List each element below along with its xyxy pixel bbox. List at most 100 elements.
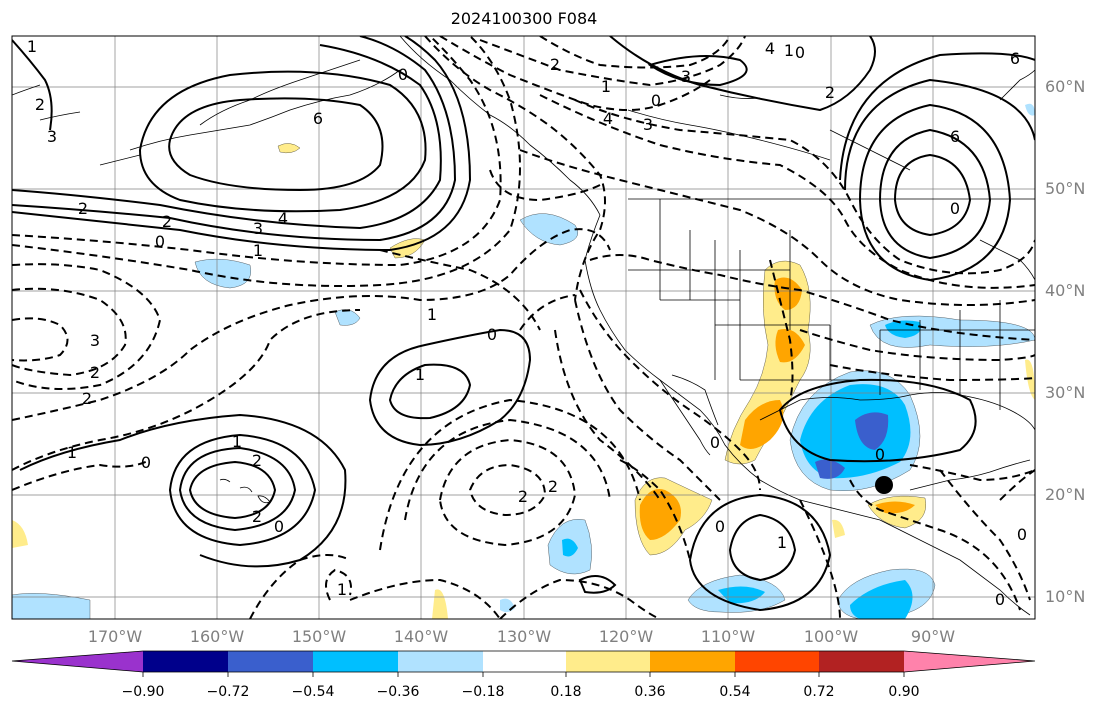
colorbar <box>11 650 1036 677</box>
lon-label: 110°W <box>700 627 756 646</box>
contours-dashed <box>12 36 1035 619</box>
colorbar-segment <box>483 651 566 672</box>
contour-label: 4 <box>765 39 775 58</box>
shade-lightblue-9 <box>12 593 91 619</box>
contour-label: 0 <box>795 43 805 62</box>
contour-label: 3 <box>253 219 263 238</box>
colorbar-label: 0.54 <box>719 684 751 700</box>
contour-label: 0 <box>651 91 661 110</box>
lat-label: 30°N <box>1045 383 1086 402</box>
colorbar-label: −0.54 <box>291 684 335 700</box>
contour-label: 0 <box>1017 525 1027 544</box>
contour-label: 6 <box>950 127 960 146</box>
contour-label: 0 <box>487 325 497 344</box>
contour-label: 2 <box>548 477 558 496</box>
colorbar-label: −0.36 <box>376 684 420 700</box>
map-frame <box>11 35 1036 620</box>
contour-label: 6 <box>1010 49 1020 68</box>
shade-yellow-8 <box>832 519 845 538</box>
contour-label: 3 <box>681 67 691 86</box>
shade-orange-3c <box>740 400 784 449</box>
contour-label: 2 <box>252 507 262 526</box>
shade-blue-8 <box>850 580 913 619</box>
contour-label: 0 <box>141 453 151 472</box>
contour-label: 0 <box>710 433 720 452</box>
contour-label: 6 <box>313 109 323 128</box>
colorbar-label: 0.90 <box>888 684 920 700</box>
contours-solid <box>12 36 1035 612</box>
contour-label: 0 <box>875 445 885 464</box>
colorbar-segment <box>650 651 735 672</box>
contour-label: 0 <box>398 65 408 84</box>
colorbar-label: −0.72 <box>206 684 250 700</box>
contour-label: 2 <box>90 363 100 382</box>
colorbar-extend-right <box>904 651 1035 672</box>
contour-label: 1 <box>27 37 37 56</box>
shade-darkblue-5a <box>855 412 889 450</box>
lon-label: 150°W <box>291 627 347 646</box>
shade-yellow-1 <box>277 143 301 154</box>
contour-label: 1 <box>777 533 787 552</box>
contour-label: 0 <box>155 232 165 251</box>
contour-label: 1 <box>67 443 77 462</box>
contour-label: 1 <box>232 432 242 451</box>
colorbar-label: 0.36 <box>634 684 666 700</box>
lon-label: 160°W <box>189 627 245 646</box>
colorbar-segment <box>735 651 819 672</box>
contour-label: 2 <box>550 55 560 74</box>
contour-label: 1 <box>337 580 347 599</box>
lon-label: 100°W <box>803 627 859 646</box>
contour-label: 1 <box>784 41 794 60</box>
contour-label: 2 <box>825 83 835 102</box>
shade-orange-3b <box>775 329 805 363</box>
contour-label: 1 <box>427 305 437 324</box>
shade-lightblue-11 <box>1025 103 1035 116</box>
contour-label: 2 <box>252 451 262 470</box>
contour-label: 1 <box>415 365 425 384</box>
lon-label: 130°W <box>496 627 552 646</box>
contour-label: 2 <box>82 389 92 408</box>
lon-label: 120°W <box>598 627 654 646</box>
colorbar-segment <box>228 651 313 672</box>
colorbar-segment <box>566 651 650 672</box>
map-title: 2024100300 F084 <box>450 9 598 28</box>
colorbar-segment <box>313 651 398 672</box>
lon-label: 90°W <box>910 627 956 646</box>
contour-label: 3 <box>643 115 653 134</box>
colorbar-label: −0.90 <box>121 684 165 700</box>
shade-lightblue-2 <box>519 213 578 246</box>
lat-label: 20°N <box>1045 485 1086 504</box>
shade-blue-5 <box>800 384 911 479</box>
contour-label: 3 <box>47 127 57 146</box>
contour-label: 2 <box>78 199 88 218</box>
colorbar-label: 0.72 <box>803 684 835 700</box>
shade-orange-4 <box>639 489 681 540</box>
contour-label: 1 <box>601 77 611 96</box>
lon-label: 140°W <box>393 627 449 646</box>
contour-label: 2 <box>162 212 172 231</box>
shade-orange-5 <box>875 501 915 514</box>
colorbar-extend-left <box>12 651 143 672</box>
contour-label: 3 <box>90 331 100 350</box>
location-marker <box>875 476 893 494</box>
lon-label: 170°W <box>87 627 143 646</box>
shade-blue-6 <box>562 538 578 557</box>
contour-label: 0 <box>274 517 284 536</box>
contour-label: 4 <box>278 209 288 228</box>
colorbar-label: −0.18 <box>461 684 505 700</box>
contour-label: 2 <box>35 95 45 114</box>
contour-label: 0 <box>715 517 725 536</box>
lat-label: 10°N <box>1045 587 1086 606</box>
contour-label: 0 <box>995 590 1005 609</box>
contour-label: 4 <box>603 109 613 128</box>
lat-label: 40°N <box>1045 281 1086 300</box>
shade-yellow-9 <box>1025 359 1035 400</box>
contour-label: 2 <box>518 487 528 506</box>
lat-label: 60°N <box>1045 77 1086 96</box>
shade-darkblue-5b <box>815 459 845 479</box>
contour-label-group: 1 2 3 6 2 2 3 4 1 0 0 2 3 4 1 0 3 4 1 0 … <box>27 37 1027 609</box>
colorbar-segment <box>143 651 228 672</box>
colorbar-label: 0.18 <box>550 684 582 700</box>
contour-label: 1 <box>253 241 263 260</box>
